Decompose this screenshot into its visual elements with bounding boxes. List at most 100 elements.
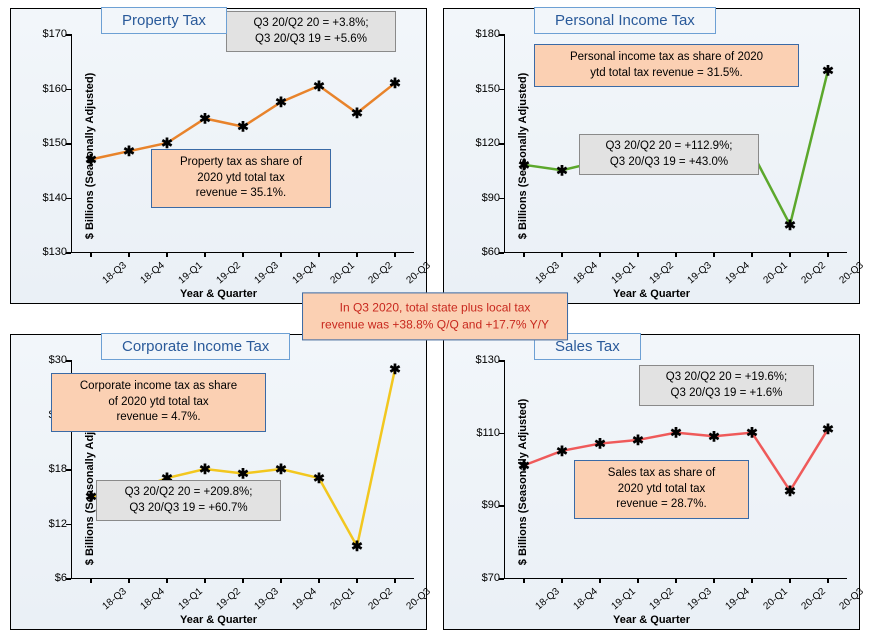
growth-stats-box: Q3 20/Q2 20 = +112.9%;Q3 20/Q3 19 = +43.…	[579, 134, 759, 175]
share-callout: Corporate income tax as shareof 2020 ytd…	[51, 373, 266, 432]
data-marker: ✱	[85, 151, 97, 167]
growth-stats-box: Q3 20/Q2 20 = +3.8%;Q3 20/Q3 19 = +5.6%	[226, 11, 396, 52]
share-callout: Property tax as share of2020 ytd total t…	[151, 149, 331, 208]
x-axis-label: Year & Quarter	[613, 614, 690, 626]
data-marker: ✱	[746, 425, 758, 441]
y-tick-label: $90	[482, 192, 500, 204]
y-tick-label: $180	[476, 28, 500, 40]
x-tick-label: 18-Q3	[534, 260, 562, 286]
x-tick-label: 19-Q3	[253, 586, 281, 612]
x-tick-label: 19-Q4	[291, 260, 319, 286]
x-tick-label: 19-Q1	[177, 586, 205, 612]
x-axis-label: Year & Quarter	[613, 288, 690, 300]
data-marker: ✱	[594, 436, 606, 452]
data-marker: ✱	[237, 119, 249, 135]
data-marker: ✱	[822, 421, 834, 437]
data-marker: ✱	[199, 110, 211, 126]
data-marker: ✱	[784, 217, 796, 233]
chart-panel-corporate: Corporate Income Tax$ Billions (Seasonal…	[10, 334, 427, 630]
x-tick-label: 18-Q4	[139, 260, 167, 286]
x-tick-label: 19-Q4	[291, 586, 319, 612]
x-tick-label: 18-Q4	[572, 260, 600, 286]
y-tick-label: $90	[482, 499, 500, 511]
data-marker: ✱	[275, 461, 287, 477]
x-tick-label: 20-Q3	[405, 260, 433, 286]
data-marker: ✱	[313, 470, 325, 486]
data-marker: ✱	[708, 428, 720, 444]
x-tick-label: 19-Q2	[215, 586, 243, 612]
data-marker: ✱	[822, 62, 834, 78]
x-tick-label: 18-Q4	[572, 586, 600, 612]
x-tick-label: 18-Q3	[101, 260, 129, 286]
data-marker: ✱	[784, 483, 796, 499]
y-tick-label: $130	[43, 246, 67, 258]
y-tick-label: $110	[476, 427, 500, 439]
x-axis-label: Year & Quarter	[180, 288, 257, 300]
x-tick-label: 20-Q2	[800, 586, 828, 612]
y-tick-label: $30	[49, 354, 67, 366]
x-tick-label: 19-Q1	[177, 260, 205, 286]
x-tick-label: 19-Q2	[648, 586, 676, 612]
data-marker: ✱	[389, 75, 401, 91]
y-tick-label: $140	[43, 192, 67, 204]
panel-title: Personal Income Tax	[534, 7, 716, 34]
chart-panel-sales: Sales Tax$ Billions (Seasonally Adjusted…	[443, 334, 860, 630]
data-marker: ✱	[275, 94, 287, 110]
x-tick-label: 20-Q2	[367, 260, 395, 286]
chart-panel-personal: Personal Income Tax$ Billions (Seasonall…	[443, 8, 860, 304]
x-tick-label: 20-Q2	[367, 586, 395, 612]
x-tick-label: 19-Q1	[610, 260, 638, 286]
y-tick-label: $150	[476, 83, 500, 95]
y-tick-label: $12	[49, 518, 67, 530]
data-marker: ✱	[556, 162, 568, 178]
panel-title: Property Tax	[101, 7, 227, 34]
x-tick-label: 19-Q3	[686, 586, 714, 612]
data-marker: ✱	[351, 105, 363, 121]
x-axis-label: Year & Quarter	[180, 614, 257, 626]
y-tick-label: $170	[43, 28, 67, 40]
data-marker: ✱	[389, 361, 401, 377]
data-marker: ✱	[518, 157, 530, 173]
data-marker: ✱	[199, 461, 211, 477]
data-marker: ✱	[670, 425, 682, 441]
growth-stats-box: Q3 20/Q2 20 = +209.8%;Q3 20/Q3 19 = +60.…	[96, 480, 281, 521]
y-tick-label: $18	[49, 463, 67, 475]
x-tick-label: 20-Q1	[329, 260, 357, 286]
x-tick-label: 19-Q2	[215, 260, 243, 286]
y-tick-label: $130	[476, 354, 500, 366]
x-tick-label: 20-Q3	[405, 586, 433, 612]
data-marker: ✱	[313, 78, 325, 94]
x-tick-label: 19-Q4	[724, 586, 752, 612]
y-tick-label: $160	[43, 83, 67, 95]
x-tick-label: 20-Q3	[838, 260, 866, 286]
share-callout: Sales tax as share of2020 ytd total taxr…	[574, 460, 749, 519]
data-marker: ✱	[123, 143, 135, 159]
data-marker: ✱	[556, 443, 568, 459]
x-tick-label: 19-Q3	[253, 260, 281, 286]
y-tick-label: $60	[482, 246, 500, 258]
data-marker: ✱	[632, 432, 644, 448]
x-tick-label: 20-Q1	[762, 586, 790, 612]
y-tick-label: $150	[43, 137, 67, 149]
x-tick-label: 20-Q2	[800, 260, 828, 286]
x-tick-label: 20-Q1	[762, 260, 790, 286]
panel-title: Corporate Income Tax	[101, 333, 290, 360]
x-tick-label: 20-Q3	[838, 586, 866, 612]
share-callout: Personal income tax as share of 2020ytd …	[534, 44, 799, 87]
x-tick-label: 18-Q4	[139, 586, 167, 612]
data-line: ✱✱✱✱✱✱✱✱✱	[72, 34, 414, 252]
x-tick-label: 18-Q3	[101, 586, 129, 612]
plot-area: ✱✱✱✱✱✱✱✱✱	[71, 34, 414, 253]
x-tick-label: 19-Q1	[610, 586, 638, 612]
x-tick-label: 18-Q3	[534, 586, 562, 612]
y-tick-label: $120	[476, 137, 500, 149]
center-summary-note: In Q3 2020, total state plus local taxre…	[302, 292, 568, 340]
x-tick-label: 19-Q2	[648, 260, 676, 286]
chart-panel-property: Property Tax$ Billions (Seasonally Adjus…	[10, 8, 427, 304]
x-tick-label: 19-Q4	[724, 260, 752, 286]
y-tick-label: $70	[482, 572, 500, 584]
data-marker: ✱	[351, 538, 363, 554]
x-tick-label: 19-Q3	[686, 260, 714, 286]
data-marker: ✱	[518, 457, 530, 473]
x-tick-label: 20-Q1	[329, 586, 357, 612]
